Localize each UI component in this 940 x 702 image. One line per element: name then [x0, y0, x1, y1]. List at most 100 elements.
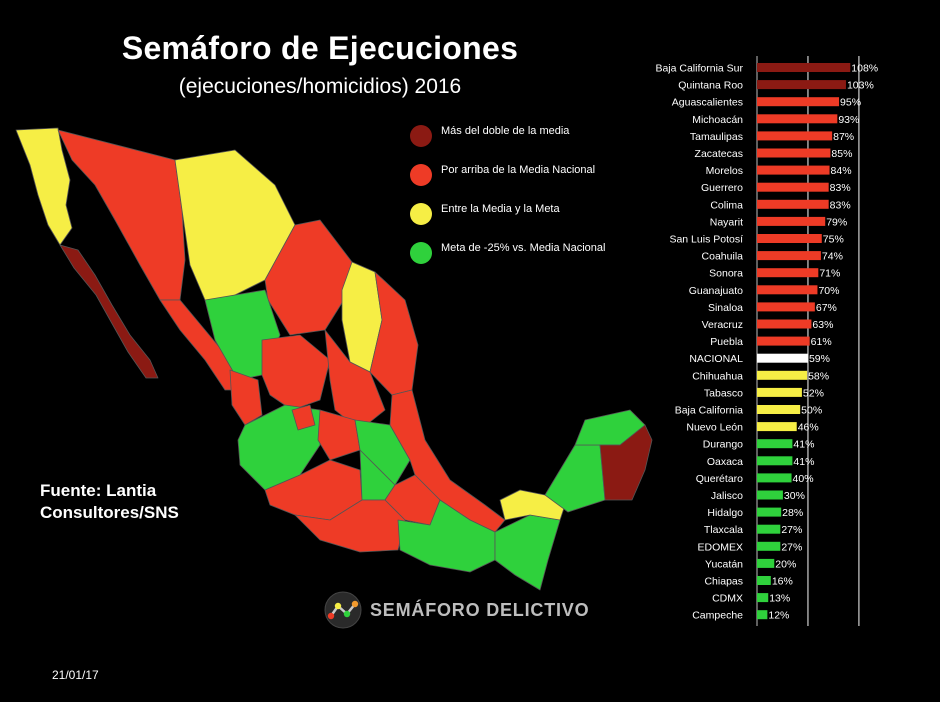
- category-label: Sinaloa: [708, 302, 743, 314]
- category-label: Oaxaca: [707, 456, 743, 468]
- bar: [757, 593, 769, 603]
- legend-item: Más del doble de la media: [410, 124, 610, 154]
- legend-item: Meta de -25% vs. Media Nacional: [410, 241, 610, 271]
- bar: [757, 165, 830, 175]
- map-state-nayarit: [229, 369, 263, 426]
- bar: [757, 422, 797, 432]
- legend-swatch-green: [410, 242, 432, 264]
- bar: [757, 610, 768, 620]
- category-label: Zacatecas: [695, 148, 743, 160]
- category-label: Veracruz: [702, 319, 743, 331]
- bar: [757, 336, 810, 346]
- category-label: CDMX: [712, 593, 743, 605]
- data-label: 74%: [822, 251, 843, 263]
- legend-item: Por arriba de la Media Nacional: [410, 163, 610, 193]
- bar: [757, 473, 792, 483]
- category-label: Yucatán: [705, 558, 743, 570]
- data-label: 59%: [809, 353, 830, 365]
- bar: [757, 216, 826, 226]
- map-state-zacatecas: [261, 334, 331, 411]
- data-label: 41%: [793, 456, 814, 468]
- data-label: 108%: [851, 63, 878, 75]
- mexico-map: [15, 127, 653, 591]
- bar: [757, 182, 829, 192]
- category-label: Tamaulipas: [690, 131, 743, 143]
- legend-label: Más del doble de la media: [441, 125, 570, 137]
- data-label: 30%: [784, 490, 805, 502]
- data-label: 84%: [831, 165, 852, 177]
- bar: [757, 285, 818, 295]
- bar: [757, 302, 815, 312]
- bar: [757, 370, 808, 380]
- category-label: Morelos: [706, 165, 743, 177]
- data-label: 61%: [811, 336, 832, 348]
- category-label: Chiapas: [704, 576, 743, 588]
- bar: [757, 353, 808, 363]
- bar: [757, 387, 802, 397]
- bar: [757, 97, 840, 107]
- bar-chart: Baja California Sur 108% Quintana Roo 103% A…: [655, 56, 878, 626]
- data-label: 50%: [801, 405, 822, 417]
- category-label: Puebla: [710, 336, 743, 348]
- data-label: 63%: [812, 319, 833, 331]
- category-label: NACIONAL: [689, 353, 743, 365]
- bar: [757, 541, 781, 551]
- category-label: Guanajuato: [689, 285, 743, 297]
- chart-title: Semáforo de Ejecuciones: [121, 30, 519, 66]
- category-label: Michoacán: [692, 114, 743, 126]
- bar: [757, 251, 821, 261]
- bar: [757, 80, 846, 90]
- category-label: Nuevo León: [686, 422, 743, 434]
- map-state-guanajuato: [317, 409, 361, 461]
- legend-label: Por arriba de la Media Nacional: [441, 164, 596, 176]
- data-label: 70%: [818, 285, 839, 297]
- category-label: Baja California Sur: [655, 63, 743, 75]
- map-state-baja-california-sur: [59, 244, 159, 379]
- legend-swatch-yellow: [410, 203, 432, 225]
- legend-item: Entre la Media y la Meta: [410, 202, 610, 232]
- bar: [757, 63, 851, 72]
- category-label: Aguascalientes: [672, 97, 743, 109]
- source-note: Fuente: Lantia Consultores/SNS: [40, 480, 240, 524]
- data-label: 16%: [772, 576, 793, 588]
- data-label: 79%: [826, 216, 847, 228]
- category-label: Colima: [710, 199, 743, 211]
- date-stamp: 21/01/17: [52, 668, 99, 682]
- category-label: Baja California: [675, 405, 743, 417]
- category-label: Quintana Roo: [678, 80, 743, 92]
- data-label: 67%: [816, 302, 837, 314]
- map-state-san-luis-potosi: [324, 329, 386, 431]
- map-state-guerrero: [294, 499, 406, 553]
- bar: [757, 405, 801, 414]
- category-label: Durango: [703, 439, 743, 451]
- bar: [757, 131, 833, 141]
- data-label: 58%: [808, 370, 829, 382]
- category-label: Campeche: [692, 610, 743, 622]
- legend-label: Meta de -25% vs. Media Nacional: [441, 242, 606, 254]
- data-label: 52%: [803, 387, 824, 399]
- data-label: 27%: [781, 524, 802, 536]
- data-label: 87%: [833, 131, 854, 143]
- legend: Más del doble de la media Por arriba de …: [410, 124, 610, 280]
- map-state-campeche: [544, 444, 606, 513]
- map-state-sonora: [57, 129, 186, 301]
- map-state-aguascalientes: [291, 404, 316, 431]
- data-label: 28%: [782, 507, 803, 519]
- category-label: Querétaro: [696, 473, 743, 485]
- category-label: Jalisco: [711, 490, 743, 502]
- data-label: 93%: [838, 114, 859, 126]
- chart-subtitle: (ejecuciones/homicidios) 2016: [178, 75, 462, 98]
- bar: [757, 507, 782, 517]
- category-label: EDOMEX: [697, 541, 743, 553]
- category-label: Sonora: [709, 268, 743, 280]
- bar: [757, 439, 793, 449]
- bar: [757, 268, 819, 278]
- bar: [757, 558, 775, 568]
- data-label: 85%: [831, 148, 852, 160]
- category-label: Hidalgo: [707, 507, 743, 519]
- map-state-baja-california: [15, 127, 73, 246]
- bar: [757, 199, 829, 209]
- category-label: Coahuila: [702, 251, 744, 263]
- data-label: 103%: [847, 80, 874, 92]
- data-label: 46%: [798, 422, 819, 434]
